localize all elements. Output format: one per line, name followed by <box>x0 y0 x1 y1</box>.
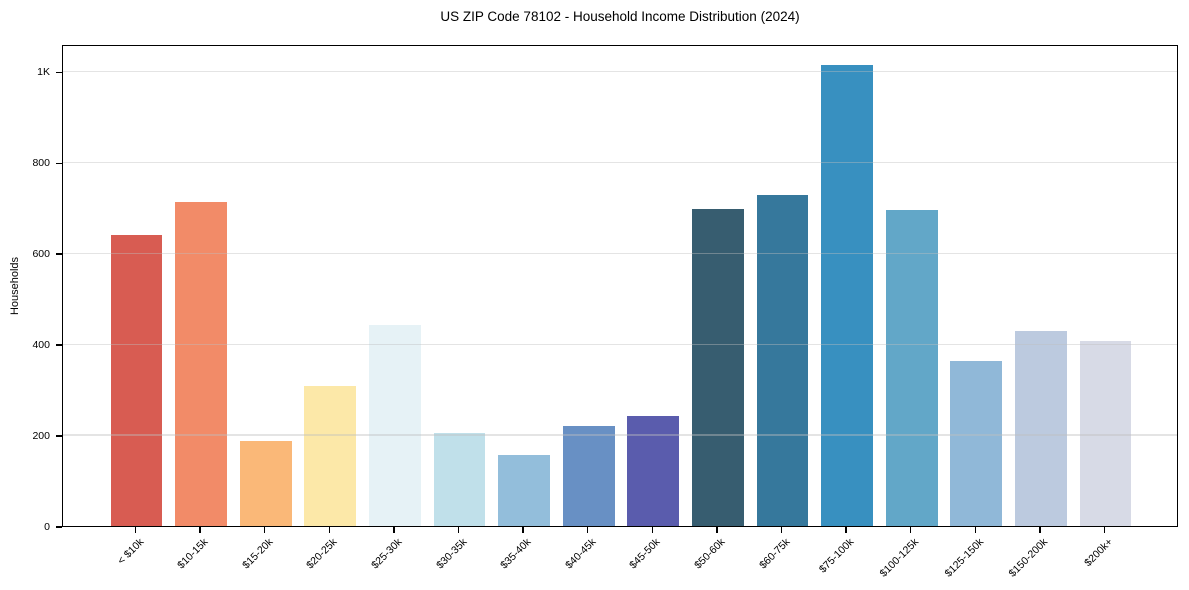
bar <box>175 202 227 526</box>
bar <box>692 209 744 526</box>
x-tick-label: $40-45k <box>562 536 599 572</box>
x-axis-tick <box>457 527 460 533</box>
bar <box>562 426 615 526</box>
bar <box>1079 340 1132 526</box>
x-axis-tick <box>328 527 330 533</box>
y-axis-tick <box>55 344 62 346</box>
bar <box>1015 330 1067 526</box>
y-axis-tick <box>55 162 62 164</box>
bar <box>239 441 292 526</box>
x-axis-tick <box>393 527 395 533</box>
y-tick-label: 800 <box>32 157 50 170</box>
plot-area <box>62 45 1178 527</box>
bar <box>950 360 1003 526</box>
x-tick-label: $60-75k <box>756 536 792 572</box>
x-tick-label: $200k+ <box>1081 536 1115 570</box>
x-tick-label: $25-30k <box>369 536 405 572</box>
x-axis-tick <box>845 527 847 533</box>
bar <box>627 415 680 526</box>
x-axis-tick <box>264 527 266 533</box>
x-axis-tick <box>1039 527 1041 533</box>
x-axis-tick <box>910 527 912 533</box>
x-tick-label: $75-100k <box>817 536 857 576</box>
x-tick-label: $50-60k <box>692 536 728 572</box>
x-axis-tick <box>134 527 137 533</box>
x-axis-tick <box>974 527 976 533</box>
x-tick-label: $15-20k <box>239 536 276 572</box>
bar <box>885 210 938 526</box>
y-tick-label: 400 <box>32 339 50 352</box>
y-axis-label: Households <box>9 256 21 316</box>
grid-line <box>63 252 1177 254</box>
grid-line <box>63 343 1177 345</box>
x-tick-label: $125-150k <box>942 536 986 580</box>
y-tick-label: 200 <box>32 430 50 443</box>
x-tick-label: $100-125k <box>877 536 922 580</box>
x-axis-tick <box>1103 527 1106 533</box>
x-axis-tick <box>587 527 589 533</box>
x-tick-label: $20-25k <box>304 536 340 572</box>
x-axis-tick <box>199 527 201 533</box>
x-tick-label: $45-50k <box>627 536 663 572</box>
grid-line <box>63 434 1177 436</box>
x-axis-tick <box>780 527 783 533</box>
x-tick-label: $30-35k <box>433 536 469 572</box>
grid-line <box>63 161 1177 163</box>
y-axis-tick <box>55 71 62 73</box>
x-axis-tick <box>522 527 524 533</box>
bar <box>369 324 421 526</box>
y-tick-label: 600 <box>32 248 50 261</box>
bar <box>756 194 809 526</box>
y-axis-tick <box>55 526 62 528</box>
y-axis-tick <box>55 435 62 437</box>
bar <box>821 65 873 526</box>
x-axis-tick <box>716 527 718 533</box>
y-tick-label: 1K <box>37 66 50 79</box>
bar <box>304 386 357 526</box>
bar <box>498 454 550 526</box>
y-tick-label: 0 <box>44 521 50 533</box>
bar <box>433 432 486 526</box>
x-tick-label: < $10k <box>114 536 146 567</box>
x-tick-label: $35-40k <box>498 536 534 572</box>
x-tick-label: $10-15k <box>175 536 211 572</box>
chart-title: US ZIP Code 78102 - Household Income Dis… <box>440 9 800 24</box>
y-axis-tick <box>55 253 62 255</box>
bar <box>110 234 163 526</box>
x-axis-tick <box>651 527 653 533</box>
grid-line <box>63 70 1177 72</box>
x-tick-label: $150-200k <box>1006 536 1051 580</box>
